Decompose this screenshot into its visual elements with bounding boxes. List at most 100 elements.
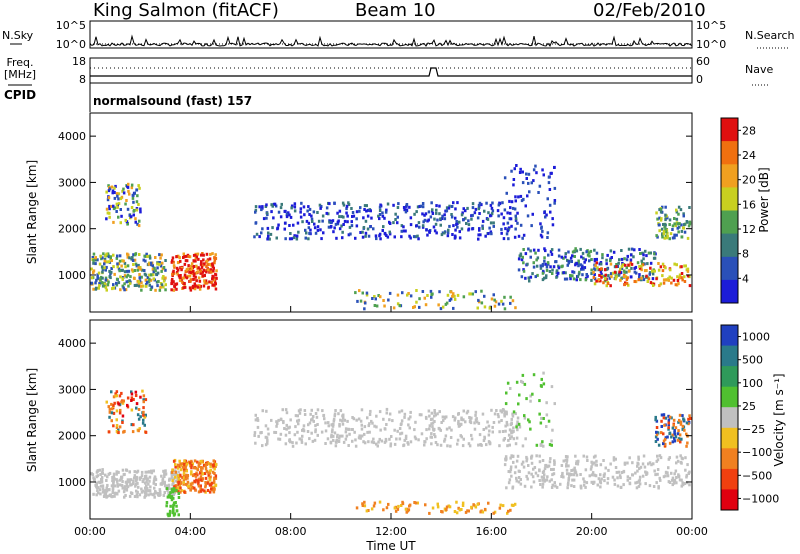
data-cell	[207, 462, 210, 466]
data-cell	[182, 468, 186, 472]
data-cell	[474, 418, 478, 422]
data-cell	[121, 284, 124, 288]
colorbar-swatch	[721, 187, 738, 211]
data-cell	[312, 419, 315, 423]
data-cell	[464, 420, 467, 424]
data-cell	[550, 171, 553, 175]
data-cell	[584, 278, 588, 282]
data-cell	[400, 419, 404, 423]
data-cell	[148, 475, 152, 479]
data-cell	[393, 235, 396, 239]
data-cell	[653, 269, 656, 273]
data-cell	[281, 408, 284, 412]
data-cell	[655, 433, 659, 437]
data-cell	[373, 295, 376, 298]
data-cell	[307, 205, 310, 209]
data-cell	[132, 209, 135, 213]
data-cell	[506, 221, 510, 225]
data-cell	[97, 480, 101, 484]
data-cell	[624, 263, 627, 267]
data-cell	[593, 258, 597, 261]
data-cell	[123, 487, 126, 491]
data-cell	[445, 206, 449, 210]
data-cell	[112, 411, 116, 415]
data-cell	[445, 301, 449, 305]
data-cell	[101, 276, 104, 280]
data-cell	[140, 474, 144, 478]
data-cell	[340, 215, 344, 219]
data-cell	[570, 260, 573, 263]
data-cell	[324, 429, 328, 433]
data-cell	[664, 436, 668, 440]
data-cell	[488, 441, 491, 445]
data-cell	[156, 491, 160, 495]
data-cell	[531, 392, 534, 396]
data-cell	[158, 262, 161, 266]
data-cell	[289, 418, 292, 422]
data-cell	[525, 459, 528, 463]
data-cell	[461, 211, 464, 215]
data-cell	[90, 267, 93, 271]
data-cell	[129, 275, 132, 279]
data-cell	[213, 280, 217, 284]
data-cell	[462, 207, 465, 211]
data-cell	[154, 288, 157, 292]
data-cell	[375, 425, 378, 429]
colorbar-swatch	[721, 386, 738, 408]
data-cell	[683, 230, 687, 234]
data-cell	[307, 226, 311, 230]
data-cell	[461, 501, 465, 505]
data-cell	[584, 258, 587, 262]
data-cell	[502, 237, 506, 241]
data-cell	[201, 472, 204, 476]
data-cell	[421, 202, 425, 205]
data-cell	[326, 437, 330, 441]
data-cell	[304, 228, 307, 232]
data-cell	[640, 278, 643, 282]
data-cell	[344, 437, 348, 441]
x-tick-label: 08:00	[275, 525, 307, 538]
data-cell	[503, 176, 507, 180]
data-cell	[683, 280, 687, 283]
data-cell	[205, 259, 209, 263]
data-cell	[615, 263, 618, 266]
noise-tick-left-bottom: 10^0	[56, 38, 86, 51]
data-cell	[680, 272, 684, 275]
data-cell	[626, 254, 629, 258]
data-cell	[118, 269, 121, 273]
data-cell	[174, 479, 177, 483]
data-cell	[385, 423, 388, 426]
data-cell	[154, 256, 157, 259]
data-cell	[564, 255, 567, 259]
data-cell	[110, 259, 113, 262]
data-cell	[640, 276, 643, 280]
data-cell	[201, 252, 204, 255]
data-cell	[672, 478, 676, 482]
data-cell	[599, 479, 602, 483]
data-cell	[188, 270, 191, 274]
data-cell	[183, 262, 187, 266]
data-cell	[105, 260, 108, 264]
data-cell	[514, 217, 518, 221]
data-cell	[189, 484, 193, 488]
data-cell	[193, 272, 196, 276]
data-cell	[187, 484, 190, 488]
data-cell	[453, 510, 457, 513]
data-cell	[390, 435, 393, 438]
data-cell	[375, 442, 378, 446]
data-cell	[338, 422, 341, 426]
data-cell	[566, 486, 569, 490]
data-cell	[289, 215, 293, 219]
data-cell	[189, 483, 193, 487]
data-cell	[168, 494, 171, 497]
data-cell	[532, 179, 535, 183]
data-cell	[513, 207, 517, 211]
data-cell	[662, 442, 665, 446]
data-cell	[636, 464, 639, 468]
data-cell	[145, 489, 148, 493]
data-cell	[544, 215, 547, 219]
data-cell	[553, 166, 556, 169]
data-cell	[284, 237, 287, 241]
data-cell	[638, 273, 641, 277]
data-cell	[575, 249, 579, 253]
